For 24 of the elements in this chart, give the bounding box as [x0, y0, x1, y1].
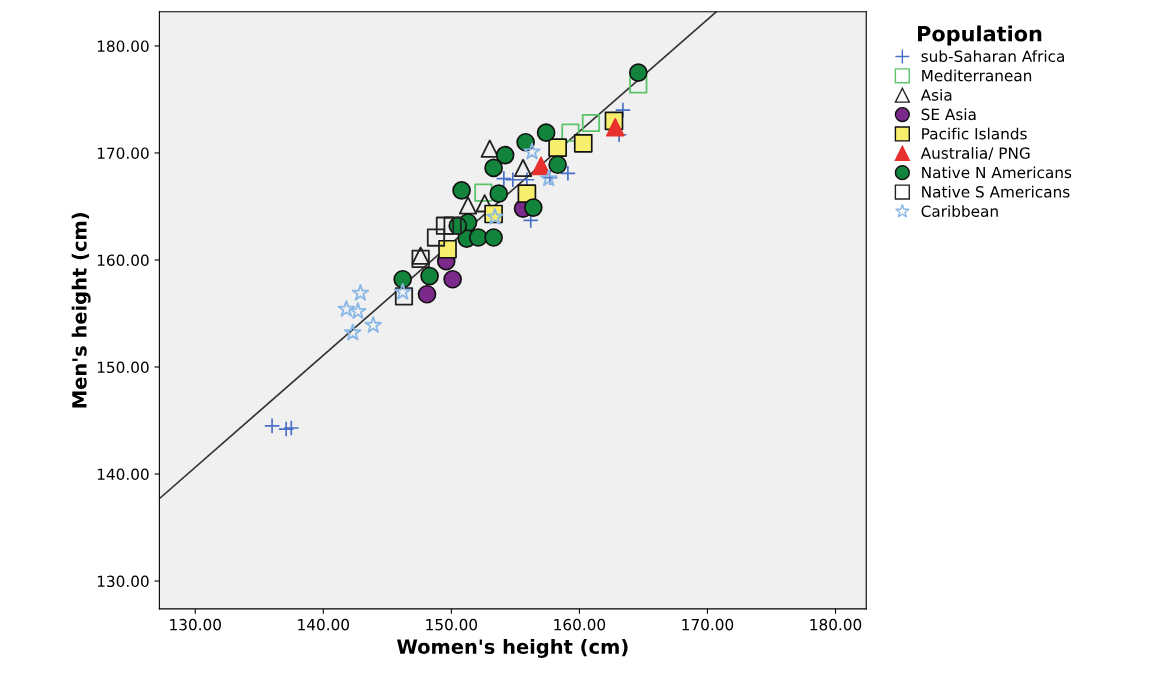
x-tick-label: 130.00 — [170, 618, 221, 631]
y-tick-label: 140.00 — [97, 468, 149, 481]
legend-label: Pacific Islands — [922, 127, 1027, 140]
legend-label: Asia — [920, 88, 952, 101]
y-tick-label: 180.00 — [97, 40, 149, 52]
legend-label: Mediterranean — [922, 69, 1032, 82]
x-tick-label: 140.00 — [298, 618, 350, 631]
legend-label: Australia/ PNG — [920, 147, 1030, 161]
legend-title: Population — [918, 25, 1042, 46]
y-tick-label: 130.00 — [97, 575, 149, 588]
legend-label: Native S Americans — [922, 185, 1070, 198]
y-tick-label: 170.00 — [97, 147, 149, 159]
y-tick-label: 160.00 — [97, 254, 149, 267]
legend-label: sub-Saharan Africa — [921, 50, 1064, 63]
x-tick-label: 180.00 — [810, 618, 862, 631]
legend-label: SE Asia — [921, 108, 976, 121]
y-tick-label: 150.00 — [97, 361, 149, 374]
x-tick-label: 150.00 — [426, 618, 478, 631]
x-tick-label: 160.00 — [554, 618, 606, 631]
x-axis-title: Women's height (cm) — [397, 638, 628, 658]
legend-label: Native N Americans — [922, 166, 1072, 179]
x-tick-label: 170.00 — [682, 618, 734, 631]
y-axis-title: Men's height (cm) — [71, 213, 91, 408]
legend-label: Caribbean — [921, 205, 998, 217]
